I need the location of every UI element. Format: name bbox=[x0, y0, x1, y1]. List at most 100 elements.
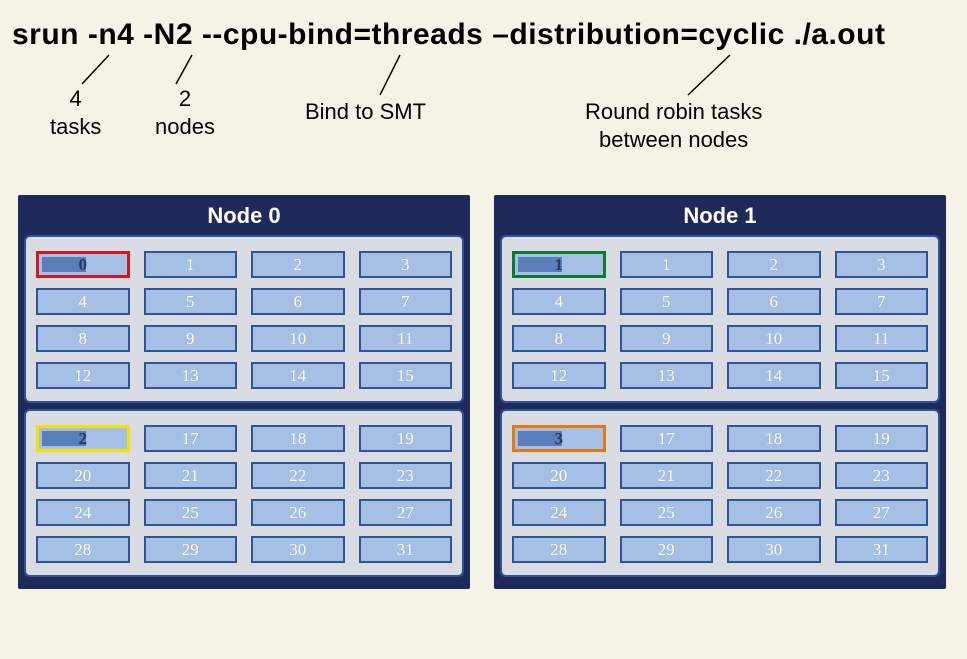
core-label: 21 bbox=[658, 466, 675, 486]
core-cell: 2 bbox=[727, 251, 821, 278]
core-cell: 30 bbox=[727, 536, 821, 563]
node-title: Node 0 bbox=[18, 195, 470, 235]
core-cell: 1 bbox=[512, 251, 606, 278]
core-label: 27 bbox=[397, 503, 414, 523]
core-label: 28 bbox=[74, 540, 91, 560]
core-label: 3 bbox=[555, 429, 564, 449]
core-label: 19 bbox=[873, 429, 890, 449]
core-cell: 23 bbox=[359, 462, 453, 489]
core-label: 22 bbox=[289, 466, 306, 486]
core-label: 3 bbox=[401, 255, 410, 275]
core-cell: 12 bbox=[512, 362, 606, 389]
core-label: 6 bbox=[770, 292, 779, 312]
core-label: 5 bbox=[662, 292, 671, 312]
core-label: 29 bbox=[182, 540, 199, 560]
core-cell: 25 bbox=[144, 499, 238, 526]
core-cell: 23 bbox=[835, 462, 929, 489]
core-label: 17 bbox=[658, 429, 675, 449]
core-cell: 27 bbox=[359, 499, 453, 526]
core-label: 22 bbox=[765, 466, 782, 486]
core-cell: 5 bbox=[144, 288, 238, 315]
core-label: 2 bbox=[770, 255, 779, 275]
core-label: 6 bbox=[294, 292, 303, 312]
core-cell: 4 bbox=[512, 288, 606, 315]
core-cell: 6 bbox=[727, 288, 821, 315]
core-label: 13 bbox=[658, 366, 675, 386]
command-line: srun -n4 -N2 --cpu-bind=threads –distrib… bbox=[12, 18, 885, 52]
core-label: 8 bbox=[555, 329, 564, 349]
core-cell: 28 bbox=[36, 536, 130, 563]
core-cell: 18 bbox=[251, 425, 345, 452]
core-cell: 6 bbox=[251, 288, 345, 315]
core-cell: 20 bbox=[512, 462, 606, 489]
core-cell: 9 bbox=[144, 325, 238, 352]
core-label: 30 bbox=[289, 540, 306, 560]
core-cell: 2 bbox=[251, 251, 345, 278]
core-label: 18 bbox=[765, 429, 782, 449]
core-label: 1 bbox=[186, 255, 195, 275]
core-label: 15 bbox=[873, 366, 890, 386]
core-cell: 19 bbox=[835, 425, 929, 452]
core-cell: 22 bbox=[727, 462, 821, 489]
core-cell: 10 bbox=[251, 325, 345, 352]
core-cell: 22 bbox=[251, 462, 345, 489]
core-label: 14 bbox=[289, 366, 306, 386]
core-cell: 14 bbox=[727, 362, 821, 389]
core-label: 20 bbox=[74, 466, 91, 486]
core-cell: 30 bbox=[251, 536, 345, 563]
core-label: 25 bbox=[182, 503, 199, 523]
core-cell: 4 bbox=[36, 288, 130, 315]
core-cell: 1 bbox=[620, 251, 714, 278]
core-cell: 7 bbox=[835, 288, 929, 315]
core-label: 21 bbox=[182, 466, 199, 486]
core-label: 28 bbox=[550, 540, 567, 560]
core-label: 9 bbox=[186, 329, 195, 349]
core-label: 1 bbox=[662, 255, 671, 275]
socket: 2171819202122232425262728293031 bbox=[24, 409, 464, 577]
core-label: 9 bbox=[662, 329, 671, 349]
core-cell: 25 bbox=[620, 499, 714, 526]
core-cell: 13 bbox=[144, 362, 238, 389]
core-cell: 3 bbox=[512, 425, 606, 452]
core-label: 31 bbox=[397, 540, 414, 560]
core-cell: 26 bbox=[727, 499, 821, 526]
core-label: 4 bbox=[79, 292, 88, 312]
core-cell: 11 bbox=[835, 325, 929, 352]
core-cell: 28 bbox=[512, 536, 606, 563]
core-cell: 29 bbox=[144, 536, 238, 563]
core-cell: 31 bbox=[835, 536, 929, 563]
core-cell: 3 bbox=[835, 251, 929, 278]
core-label: 11 bbox=[397, 329, 413, 349]
core-cell: 3 bbox=[359, 251, 453, 278]
core-label: 20 bbox=[550, 466, 567, 486]
core-cell: 8 bbox=[36, 325, 130, 352]
core-cell: 15 bbox=[835, 362, 929, 389]
core-cell: 12 bbox=[36, 362, 130, 389]
annotation-bind: Bind to SMT bbox=[305, 98, 426, 126]
core-label: 30 bbox=[765, 540, 782, 560]
core-label: 10 bbox=[765, 329, 782, 349]
annotation-dist: Round robin tasksbetween nodes bbox=[585, 98, 762, 153]
node-1: Node 11123456789101112131415317181920212… bbox=[494, 195, 946, 589]
core-label: 10 bbox=[289, 329, 306, 349]
core-cell: 5 bbox=[620, 288, 714, 315]
core-label: 19 bbox=[397, 429, 414, 449]
core-cell: 8 bbox=[512, 325, 606, 352]
core-cell: 1 bbox=[144, 251, 238, 278]
core-label: 23 bbox=[873, 466, 890, 486]
core-label: 3 bbox=[877, 255, 886, 275]
core-label: 7 bbox=[401, 292, 410, 312]
core-cell: 20 bbox=[36, 462, 130, 489]
core-label: 12 bbox=[550, 366, 567, 386]
core-label: 4 bbox=[555, 292, 564, 312]
core-cell: 14 bbox=[251, 362, 345, 389]
core-label: 1 bbox=[555, 255, 564, 275]
core-label: 29 bbox=[658, 540, 675, 560]
socket: 1123456789101112131415 bbox=[500, 235, 940, 403]
core-cell: 9 bbox=[620, 325, 714, 352]
core-cell: 17 bbox=[144, 425, 238, 452]
core-label: 14 bbox=[765, 366, 782, 386]
nodes-wrap: Node 00123456789101112131415217181920212… bbox=[18, 195, 946, 589]
core-cell: 31 bbox=[359, 536, 453, 563]
core-cell: 24 bbox=[36, 499, 130, 526]
